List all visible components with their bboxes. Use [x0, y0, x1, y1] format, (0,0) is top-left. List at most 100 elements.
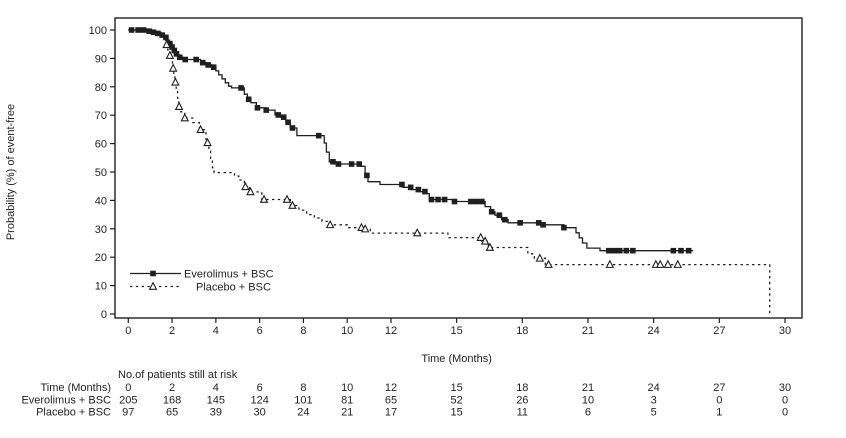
- censor-marker-triangle-icon: [148, 281, 158, 290]
- legend-label: Everolimus + BSC: [184, 269, 274, 281]
- risk-table-cell: 17: [385, 407, 397, 419]
- risk-table-cell: 24: [297, 407, 309, 419]
- censor-marker-square-icon: [167, 40, 173, 47]
- series-placebo: [128, 29, 771, 314]
- censor-marker-square-icon: [473, 198, 480, 205]
- risk-table-cell: 6: [585, 407, 591, 419]
- risk-table-time-value: 0: [125, 382, 131, 394]
- censor-marker-triangle-icon: [171, 77, 180, 86]
- censor-marker-square-icon: [150, 29, 157, 36]
- risk-table-cell: 26: [516, 395, 528, 407]
- censor-marker-triangle-icon: [480, 236, 490, 245]
- censor-marker-square-icon: [502, 216, 508, 223]
- y-tick-label: 100: [89, 25, 107, 37]
- risk-table-cell: 145: [207, 395, 225, 407]
- censor-marker-triangle-icon: [162, 39, 171, 49]
- y-tick-label: 20: [95, 252, 107, 264]
- x-tick-label: 30: [779, 325, 791, 337]
- censor-marker-square-icon: [685, 247, 692, 254]
- x-tick-label: 10: [341, 325, 353, 337]
- risk-table-time-value: 2: [169, 382, 175, 394]
- censor-marker-square-icon: [488, 208, 495, 215]
- risk-table-cell: 101: [294, 395, 312, 407]
- censor-marker-triangle-icon: [165, 50, 175, 59]
- risk-table-time-value: 18: [516, 382, 528, 394]
- risk-table-cell: 15: [451, 407, 463, 419]
- x-tick-label: 0: [125, 325, 131, 337]
- censor-marker-triangle-icon: [476, 232, 486, 241]
- x-tick-label: 24: [648, 325, 660, 337]
- risk-table-cell: 0: [782, 395, 788, 407]
- censor-marker-triangle-icon: [180, 113, 190, 122]
- censor-marker-triangle-icon: [168, 63, 178, 72]
- censor-marker-square-icon: [173, 51, 180, 57]
- censor-marker-triangle-icon: [241, 181, 250, 191]
- risk-table-cell: 124: [250, 395, 268, 407]
- risk-table-cell: 168: [163, 395, 181, 407]
- censor-marker-square-icon: [210, 64, 217, 71]
- censor-marker-square-icon: [163, 34, 169, 41]
- censor-marker-square-icon: [441, 196, 448, 203]
- censor-marker-square-icon: [616, 247, 623, 254]
- y-tick-label: 10: [95, 281, 107, 293]
- x-tick-label: 18: [516, 325, 528, 337]
- risk-table-title: No.of patients still at risk: [118, 369, 238, 381]
- censor-marker-square-icon: [280, 114, 287, 120]
- risk-table-cell: 21: [341, 407, 353, 419]
- censor-marker-square-icon: [428, 196, 435, 203]
- censor-marker-triangle-icon: [663, 259, 673, 268]
- censor-marker-square-icon: [611, 247, 618, 254]
- x-tick-label: 4: [213, 325, 219, 337]
- x-axis-title: Time (Months): [421, 353, 492, 365]
- x-tick-label: 15: [451, 325, 463, 337]
- y-tick-label: 80: [95, 82, 107, 94]
- censor-marker-square-icon: [364, 172, 370, 179]
- censor-marker-triangle-icon: [535, 253, 545, 262]
- censor-marker-square-icon: [605, 247, 612, 254]
- x-tick-label: 6: [257, 325, 263, 337]
- censor-marker-triangle-icon: [325, 219, 335, 229]
- y-tick-label: 30: [95, 224, 107, 236]
- risk-table-cell: 30: [254, 407, 266, 419]
- risk-table-time-value: 24: [648, 382, 660, 394]
- risk-table-cell: 3: [651, 395, 657, 407]
- censor-marker-triangle-icon: [196, 124, 205, 134]
- censor-marker-square-icon: [238, 85, 244, 91]
- x-tick-label: 21: [582, 325, 594, 337]
- censor-marker-square-icon: [289, 125, 296, 131]
- censor-marker-triangle-icon: [605, 259, 615, 268]
- legend-item: Everolimus + BSC: [130, 269, 274, 281]
- censor-marker-square-icon: [193, 56, 199, 63]
- risk-table: No.of patients still at risk Time (Months…: [21, 369, 791, 419]
- censor-marker-square-icon: [435, 196, 441, 203]
- x-tick-label: 2: [169, 325, 175, 337]
- risk-table-cell: 10: [582, 395, 594, 407]
- risk-table-cell: 65: [385, 395, 397, 407]
- risk-table-row: Placebo + BSC 97 65 39 30 24 21 17 15 11 6 5 1 0: [36, 407, 788, 419]
- censor-marker-square-icon: [422, 188, 428, 195]
- risk-table-cell: 5: [651, 407, 657, 419]
- censor-marker-square-icon: [335, 161, 342, 167]
- legend-label: Placebo + BSC: [196, 282, 271, 294]
- censor-marker-square-icon: [451, 198, 458, 205]
- censor-marker-square-icon: [678, 247, 684, 254]
- y-tick-label: 60: [95, 139, 107, 151]
- censor-marker-square-icon: [348, 161, 355, 167]
- censor-marker-square-icon: [496, 212, 503, 218]
- risk-table-cell: 81: [341, 395, 353, 407]
- censor-marker-square-icon: [670, 247, 677, 254]
- risk-table-time-value: 27: [713, 382, 725, 394]
- censor-marker-triangle-icon: [360, 224, 370, 233]
- censor-marker-square-icon: [623, 247, 630, 254]
- risk-table-time-value: 15: [451, 382, 463, 394]
- censor-marker-triangle-icon: [203, 137, 212, 147]
- risk-table-cell: 52: [451, 395, 463, 407]
- censor-marker-triangle-icon: [412, 228, 422, 237]
- censor-marker-square-icon: [330, 158, 336, 165]
- censor-marker-square-icon: [415, 186, 422, 193]
- censor-marker-square-icon: [128, 27, 135, 33]
- y-tick-label: 50: [95, 167, 107, 179]
